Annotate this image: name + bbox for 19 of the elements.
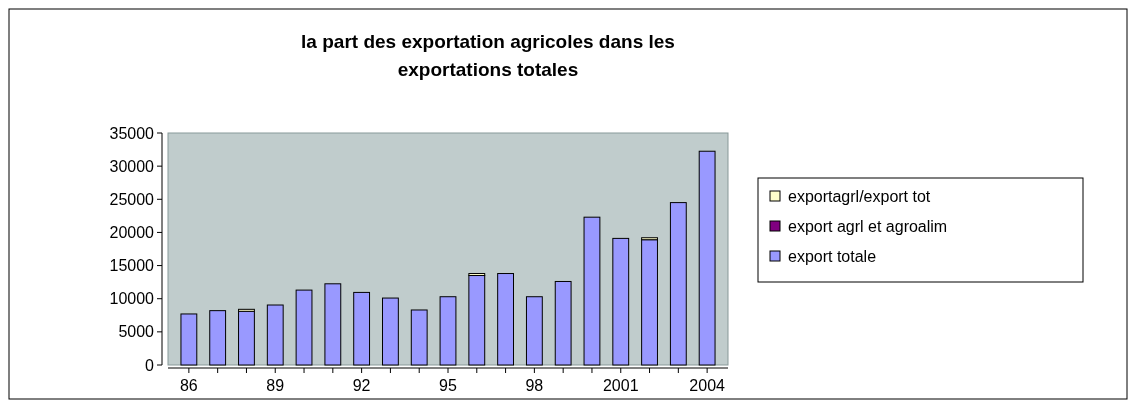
x-tick-label: 2001 <box>602 377 639 394</box>
x-tick-label: 95 <box>439 377 457 394</box>
y-tick-label: 15000 <box>109 257 155 275</box>
y-tick-label: 5000 <box>118 323 155 341</box>
y-tick-label: 25000 <box>109 190 155 208</box>
x-tick-label: 86 <box>179 377 198 394</box>
x-tick-label: 2004 <box>689 377 726 394</box>
x-tick-label: 98 <box>525 377 544 394</box>
x-tick-label: 89 <box>266 377 285 394</box>
y-tick-label: 30000 <box>109 157 155 175</box>
y-tick-label: 0 <box>145 356 155 374</box>
x-tick-label: 92 <box>352 377 371 394</box>
y-tick-label: 35000 <box>109 124 155 142</box>
legend-label: export agrl et agroalim <box>788 217 948 235</box>
chart-title: la part des exportation agricoles dans les exportations totales <box>301 31 675 80</box>
y-tick-label: 20000 <box>109 224 155 242</box>
y-tick-label: 10000 <box>109 290 155 308</box>
legend-label: exportagrl/export tot <box>788 187 931 205</box>
legend-label: export totale <box>788 247 877 265</box>
